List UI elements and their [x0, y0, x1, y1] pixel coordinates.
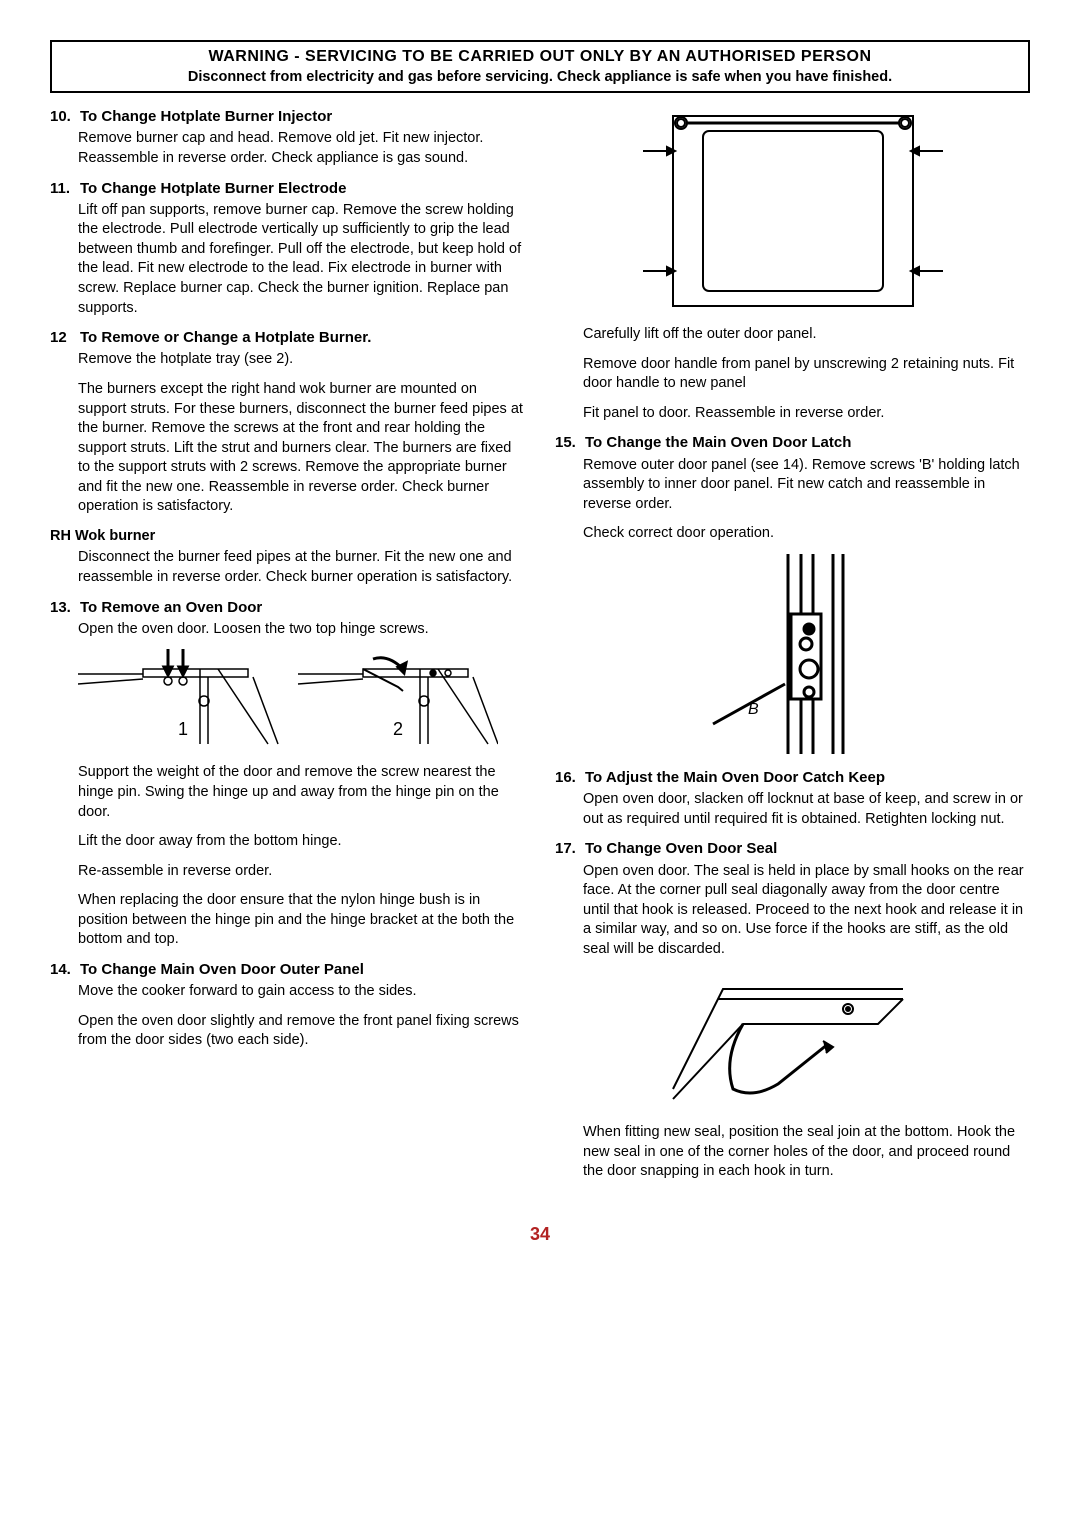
section-13-p4: Re-assemble in reverse order.	[78, 862, 525, 882]
section-14-p2: Open the oven door slightly and remove t…	[78, 1012, 525, 1051]
hinge-label-1: 1	[177, 719, 187, 739]
right-p2: Remove door handle from panel by unscrew…	[583, 355, 1030, 394]
right-p1: Carefully lift off the outer door panel.	[583, 325, 1030, 345]
section-14-num: 14.	[50, 960, 80, 980]
figure-door-panel	[555, 111, 1030, 311]
seal-diagram-icon	[663, 969, 923, 1109]
section-14-head: 14. To Change Main Oven Door Outer Panel	[50, 960, 525, 980]
section-13-head: 13. To Remove an Oven Door	[50, 598, 525, 618]
section-10-head: 10. To Change Hotplate Burner Injector	[50, 107, 525, 127]
door-panel-diagram-icon	[623, 111, 963, 311]
section-17-num: 17.	[555, 839, 585, 859]
section-11-text: Lift off pan supports, remove burner cap…	[78, 201, 525, 318]
section-14-p1: Move the cooker forward to gain access t…	[78, 982, 525, 1002]
section-15-head: 15. To Change the Main Oven Door Latch	[555, 433, 1030, 453]
section-13-num: 13.	[50, 598, 80, 618]
latch-diagram-icon: B	[693, 554, 893, 754]
section-16-head: 16. To Adjust the Main Oven Door Catch K…	[555, 768, 1030, 788]
page-number: 34	[50, 1222, 1030, 1246]
section-10-text: Remove burner cap and head. Remove old j…	[78, 129, 525, 168]
warning-box: WARNING - SERVICING TO BE CARRIED OUT ON…	[50, 40, 1030, 93]
hinge-label-2: 2	[392, 719, 402, 739]
section-13-p3: Lift the door away from the bottom hinge…	[78, 832, 525, 852]
section-15-num: 15.	[555, 433, 585, 453]
section-12-p3: Disconnect the burner feed pipes at the …	[78, 548, 525, 587]
section-10-num: 10.	[50, 107, 80, 127]
section-14-title: To Change Main Oven Door Outer Panel	[80, 960, 525, 980]
section-13-p5: When replacing the door ensure that the …	[78, 891, 525, 950]
section-17-title: To Change Oven Door Seal	[585, 839, 1030, 859]
section-13-title: To Remove an Oven Door	[80, 598, 525, 618]
section-11-head: 11. To Change Hotplate Burner Electrode	[50, 179, 525, 199]
section-16-title: To Adjust the Main Oven Door Catch Keep	[585, 768, 1030, 788]
section-17-p2: When fitting new seal, position the seal…	[583, 1123, 1030, 1182]
section-11-title: To Change Hotplate Burner Electrode	[80, 179, 525, 199]
section-15-p1: Remove outer door panel (see 14). Remove…	[583, 456, 1030, 515]
section-12-subhead: RH Wok burner	[50, 527, 525, 547]
section-12-p1: Remove the hotplate tray (see 2).	[78, 350, 525, 370]
section-15-p2: Check correct door operation.	[583, 524, 1030, 544]
figure-hinge: 1	[50, 649, 525, 749]
section-15-title: To Change the Main Oven Door Latch	[585, 433, 1030, 453]
section-13-p1: Open the oven door. Loosen the two top h…	[78, 620, 525, 640]
right-p3: Fit panel to door. Reassemble in reverse…	[583, 404, 1030, 424]
section-17-p1: Open oven door. The seal is held in plac…	[583, 862, 1030, 960]
section-16-p1: Open oven door, slacken off locknut at b…	[583, 790, 1030, 829]
section-12-head: 12 To Remove or Change a Hotplate Burner…	[50, 328, 525, 348]
hinge-diagram-icon: 1	[78, 649, 498, 749]
section-12-title: To Remove or Change a Hotplate Burner.	[80, 328, 525, 348]
right-column: Carefully lift off the outer door panel.…	[555, 101, 1030, 1192]
latch-label-b: B	[748, 701, 759, 718]
warning-title: WARNING - SERVICING TO BE CARRIED OUT ON…	[60, 46, 1020, 68]
section-16-num: 16.	[555, 768, 585, 788]
section-13-p2: Support the weight of the door and remov…	[78, 763, 525, 822]
warning-subtitle: Disconnect from electricity and gas befo…	[60, 68, 1020, 88]
figure-latch: B	[555, 554, 1030, 754]
section-12-num: 12	[50, 328, 80, 348]
section-17-head: 17. To Change Oven Door Seal	[555, 839, 1030, 859]
figure-seal	[555, 969, 1030, 1109]
section-10-title: To Change Hotplate Burner Injector	[80, 107, 525, 127]
section-11-num: 11.	[50, 179, 80, 199]
left-column: 10. To Change Hotplate Burner Injector R…	[50, 101, 525, 1192]
content-columns: 10. To Change Hotplate Burner Injector R…	[50, 101, 1030, 1192]
section-12-p2: The burners except the right hand wok bu…	[78, 380, 525, 517]
